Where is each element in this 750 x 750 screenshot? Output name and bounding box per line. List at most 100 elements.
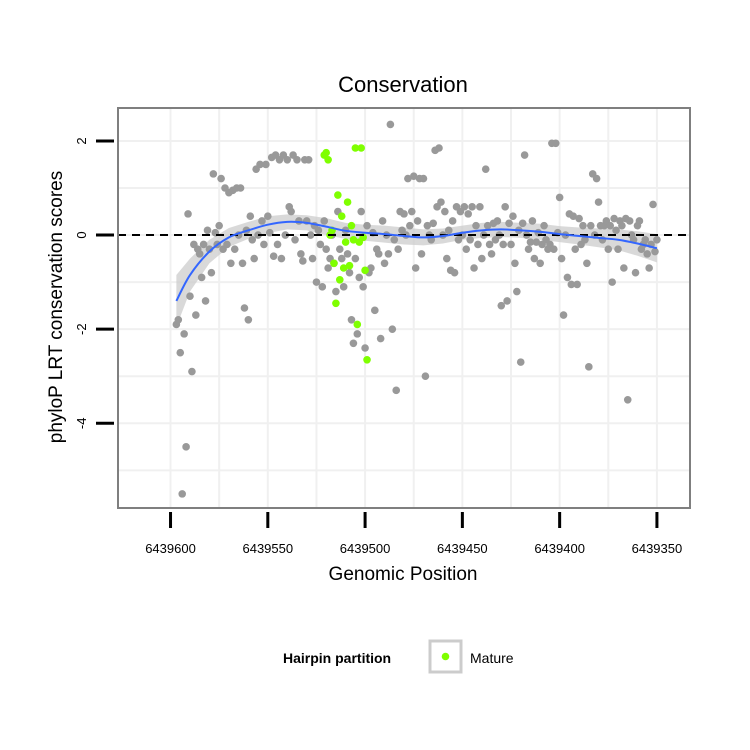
data-point <box>575 214 583 223</box>
data-point <box>631 268 640 277</box>
data-point <box>215 221 223 230</box>
data-point <box>526 238 535 246</box>
data-point <box>277 254 286 263</box>
data-point <box>507 240 515 249</box>
x-tick-label: 6439350 <box>632 541 683 556</box>
y-axis-title: phyloP LRT conservation scores <box>46 171 67 444</box>
data-point <box>180 330 188 338</box>
legend-key-mature-icon <box>441 652 450 661</box>
data-point <box>260 240 268 249</box>
mature-data-point <box>363 355 371 364</box>
data-point <box>520 151 529 159</box>
data-point <box>312 278 321 286</box>
data-point <box>353 330 362 338</box>
data-point <box>563 273 572 282</box>
data-point <box>635 217 644 225</box>
data-point <box>236 184 245 192</box>
legend-label-mature: Mature <box>470 650 514 666</box>
x-tick-label: 6439400 <box>534 541 585 556</box>
mature-data-point <box>351 144 360 152</box>
mature-data-point <box>349 235 358 244</box>
data-point <box>265 228 274 237</box>
data-point <box>413 217 422 225</box>
data-point <box>450 268 459 277</box>
data-point <box>256 160 264 169</box>
data-point <box>394 245 402 253</box>
mature-data-point <box>343 198 352 206</box>
data-point <box>322 245 330 253</box>
data-point <box>351 254 360 263</box>
data-point <box>246 212 255 221</box>
data-point <box>308 254 317 263</box>
data-point <box>592 174 601 183</box>
data-point <box>335 245 344 253</box>
mature-data-point <box>353 320 362 329</box>
data-point <box>462 245 471 253</box>
data-point <box>581 235 589 244</box>
mature-data-point <box>357 144 365 152</box>
data-point <box>262 160 270 169</box>
data-point <box>178 490 187 498</box>
x-tick-label: 6439550 <box>242 541 293 556</box>
mature-data-point <box>341 238 350 246</box>
data-point <box>555 193 564 202</box>
data-point <box>240 304 249 312</box>
legend-title: Hairpin partition <box>283 650 391 666</box>
data-point <box>374 250 383 258</box>
plot-panel-border <box>117 107 691 509</box>
data-point <box>227 259 235 268</box>
data-point <box>641 235 650 244</box>
data-point <box>404 174 412 183</box>
data-point <box>497 301 506 310</box>
data-point <box>217 174 225 183</box>
data-point <box>339 283 348 291</box>
data-point <box>197 273 206 282</box>
data-point <box>550 245 558 253</box>
data-point <box>493 217 502 225</box>
x-tick-label: 6439450 <box>437 541 488 556</box>
data-point <box>466 235 474 244</box>
mature-data-point <box>339 264 348 272</box>
data-point <box>476 203 484 211</box>
data-point <box>610 214 618 223</box>
data-point <box>201 297 210 305</box>
data-point <box>573 280 581 289</box>
data-point <box>203 226 212 235</box>
mature-data-point <box>345 261 354 270</box>
data-point <box>487 250 496 258</box>
data-point <box>518 219 527 228</box>
data-point <box>594 198 603 206</box>
data-point <box>429 219 437 228</box>
data-point <box>448 217 457 225</box>
data-point <box>569 212 578 221</box>
data-point <box>287 207 295 216</box>
data-point <box>423 221 432 230</box>
data-point <box>269 252 278 261</box>
data-point <box>283 155 292 164</box>
data-point <box>586 221 595 230</box>
data-point <box>643 250 651 258</box>
data-point <box>376 334 385 343</box>
data-point <box>421 372 430 381</box>
data-point <box>291 235 299 244</box>
data-point <box>530 254 539 263</box>
data-point <box>230 245 239 253</box>
data-point <box>386 120 395 129</box>
plot-panel <box>118 108 690 508</box>
data-point <box>238 259 247 268</box>
data-point <box>332 287 340 296</box>
data-point <box>186 292 194 301</box>
data-point <box>320 217 329 225</box>
data-point <box>299 257 307 265</box>
data-point <box>355 273 364 282</box>
data-point <box>513 287 521 296</box>
data-point <box>620 264 628 272</box>
data-point <box>509 212 517 221</box>
data-point <box>264 212 272 221</box>
data-point <box>579 221 587 230</box>
data-point <box>188 367 196 376</box>
data-point <box>250 254 258 263</box>
data-point <box>192 311 200 319</box>
data-point <box>371 306 379 315</box>
